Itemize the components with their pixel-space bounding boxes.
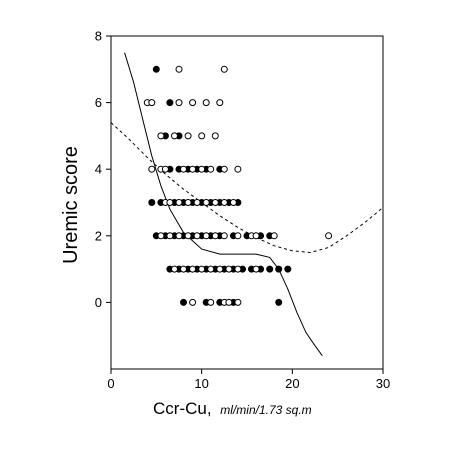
open-data-point xyxy=(234,298,242,306)
open-data-point xyxy=(207,298,215,306)
plot-frame xyxy=(110,35,384,370)
open-data-point xyxy=(198,265,206,273)
open-data-point xyxy=(189,265,197,273)
open-data-point xyxy=(148,99,156,107)
y-tick-label: 0 xyxy=(95,295,102,310)
open-data-point xyxy=(252,265,260,273)
open-data-point xyxy=(202,99,210,107)
filled-data-point xyxy=(166,99,174,107)
open-data-point xyxy=(184,132,192,140)
filled-data-point xyxy=(152,65,160,73)
open-data-point xyxy=(157,232,165,240)
open-data-point xyxy=(198,132,206,140)
open-data-point xyxy=(225,265,233,273)
open-data-point xyxy=(207,165,215,173)
filled-data-point xyxy=(275,298,283,306)
open-data-point xyxy=(180,165,187,173)
open-data-point xyxy=(216,99,224,107)
open-data-point xyxy=(189,298,197,306)
open-data-point xyxy=(184,232,192,240)
filled-data-point xyxy=(148,199,156,206)
open-data-point xyxy=(220,199,228,206)
open-data-point xyxy=(166,199,174,206)
x-tick-label: 20 xyxy=(285,376,299,391)
ticks-layer: 0 10 20 30 0 2 4 6 8 xyxy=(95,29,390,392)
x-tick-label: 10 xyxy=(194,376,208,391)
open-data-point xyxy=(189,165,197,173)
open-data-point xyxy=(180,265,187,273)
open-data-point xyxy=(189,99,197,107)
open-data-point xyxy=(148,165,156,173)
solid-fit-curve xyxy=(124,52,323,356)
open-data-point xyxy=(202,232,210,240)
open-data-point xyxy=(220,65,228,73)
open-data-point xyxy=(234,265,242,273)
y-tick-label: 4 xyxy=(95,162,102,177)
open-data-point xyxy=(193,199,201,206)
x-axis-title: Ccr-Cu, ml/min/1.73 sq.m xyxy=(153,399,312,418)
points-layer xyxy=(143,65,333,306)
open-data-point xyxy=(161,165,169,173)
open-data-point xyxy=(202,199,210,206)
open-data-point xyxy=(207,265,215,273)
y-axis-title: Uremic score xyxy=(60,146,82,264)
open-data-point xyxy=(171,265,178,273)
open-data-point xyxy=(270,232,278,240)
open-data-point xyxy=(184,199,192,206)
filled-data-point xyxy=(275,265,283,273)
open-data-point xyxy=(193,232,201,240)
open-data-point xyxy=(175,65,183,73)
open-data-point xyxy=(211,132,219,140)
y-tick-label: 8 xyxy=(95,29,102,44)
open-data-point xyxy=(171,132,178,140)
open-data-point xyxy=(198,165,206,173)
x-axis-title-unit: ml/min/1.73 sq.m xyxy=(220,403,311,417)
open-data-point xyxy=(211,232,219,240)
x-tick-label: 30 xyxy=(376,376,390,391)
open-data-point xyxy=(157,132,165,140)
y-tick-label: 2 xyxy=(95,228,102,243)
filled-data-point xyxy=(180,298,187,306)
open-data-point xyxy=(216,265,224,273)
open-data-point xyxy=(166,232,174,240)
open-data-point xyxy=(229,199,237,206)
x-axis-title-main: Ccr-Cu, xyxy=(153,399,212,418)
x-tick-label: 0 xyxy=(107,376,114,391)
filled-data-point xyxy=(284,265,292,273)
y-tick-label: 6 xyxy=(95,95,102,110)
open-data-point xyxy=(220,232,228,240)
open-data-point xyxy=(234,232,242,240)
open-data-point xyxy=(325,232,333,240)
open-data-point xyxy=(252,232,260,240)
open-data-point xyxy=(234,165,242,173)
open-data-point xyxy=(175,99,183,107)
filled-data-point xyxy=(266,265,274,273)
open-data-point xyxy=(220,165,228,173)
open-data-point xyxy=(211,199,219,206)
open-data-point xyxy=(175,232,183,240)
open-data-point xyxy=(225,298,233,306)
open-data-point xyxy=(175,199,183,206)
